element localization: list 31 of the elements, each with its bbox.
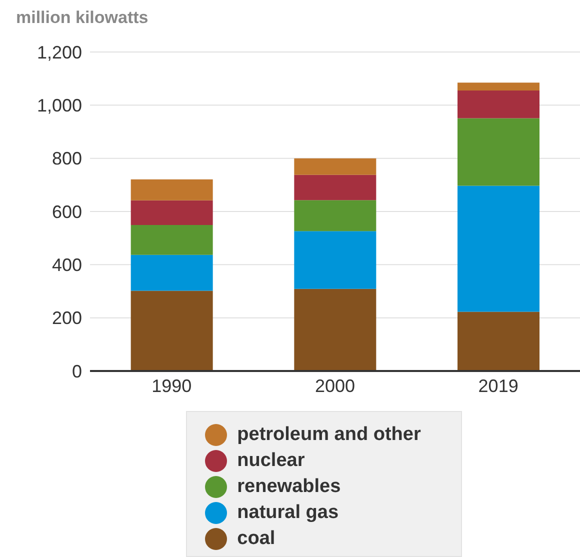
bar [130, 179, 213, 200]
bar [294, 231, 376, 289]
y-tick-label: 1,200 [36, 42, 82, 62]
y-tick-label: 400 [52, 255, 82, 276]
legend-label: renewables [237, 476, 341, 498]
bar [130, 290, 213, 371]
bar [130, 200, 213, 226]
legend-label: nuclear [237, 450, 305, 472]
bar [458, 118, 540, 186]
bar [294, 174, 376, 200]
bar [294, 200, 376, 232]
x-tick-label: 2000 [314, 376, 356, 396]
y-tick-label: 1,000 [36, 96, 82, 116]
bar [294, 288, 376, 371]
y-tick-label: 800 [52, 148, 82, 169]
legend-label: natural gas [237, 502, 339, 524]
bar [458, 90, 540, 118]
bar [458, 312, 540, 371]
bar [294, 158, 376, 175]
x-tick-label: 1990 [152, 376, 192, 396]
y-tick-label: 200 [52, 308, 82, 328]
legend-label: coal [237, 528, 276, 550]
x-tick-label: 2019 [478, 376, 518, 396]
y-tick-label: 0 [72, 361, 82, 382]
bar [130, 225, 213, 255]
y-tick-label: 600 [52, 202, 82, 222]
bar [458, 186, 540, 312]
y-axis-title: million kilowatts [16, 8, 150, 29]
bar [458, 82, 540, 91]
legend-label: petroleum and other [237, 424, 421, 446]
bar [130, 254, 213, 291]
